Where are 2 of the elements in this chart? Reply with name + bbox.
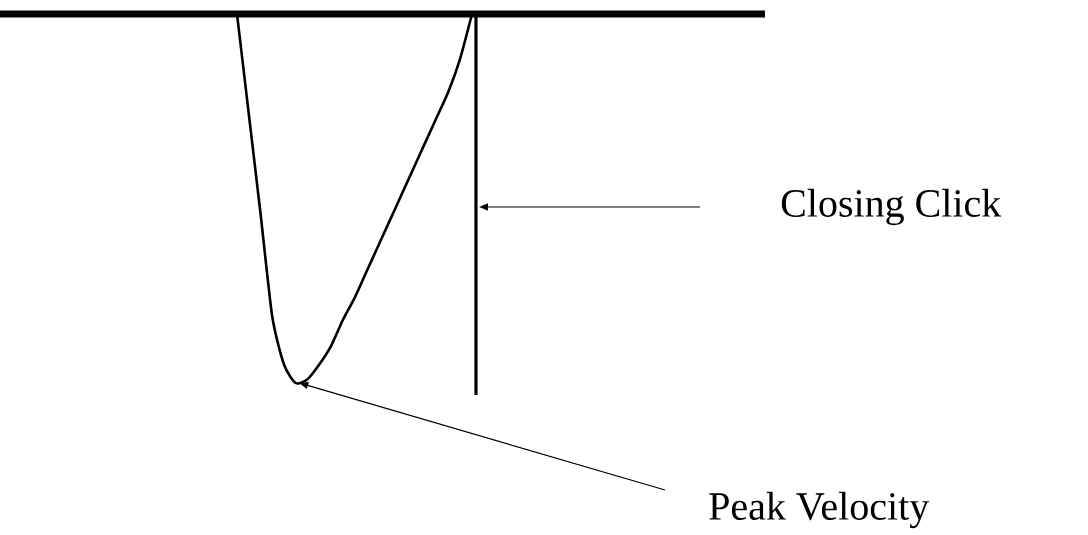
text: Peak Velocity [709,491,930,529]
text: Closing Click [781,188,1002,226]
